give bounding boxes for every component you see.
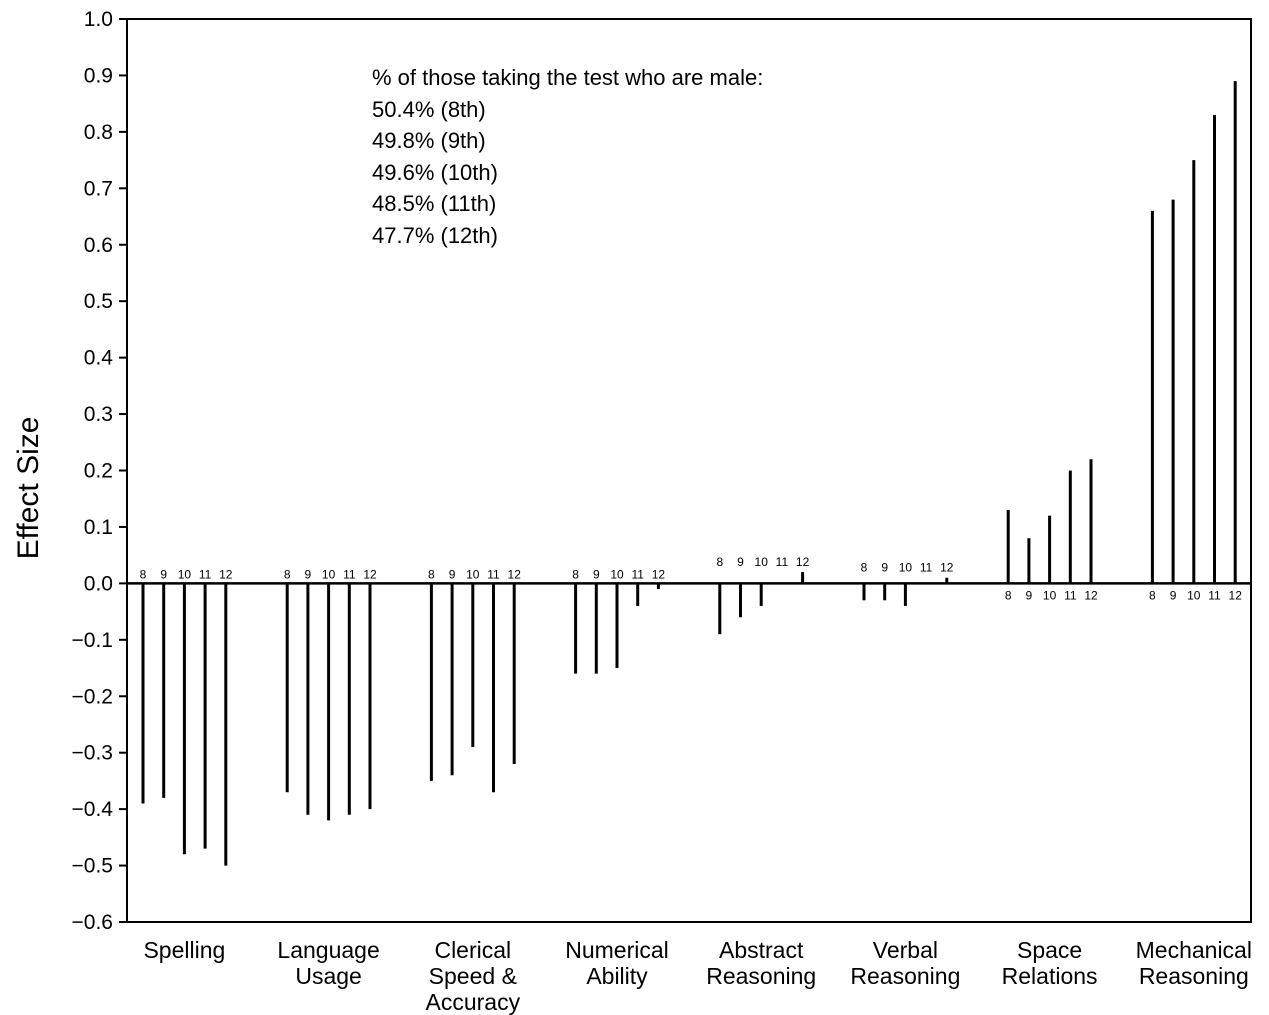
category-label: Reasoning [1139,963,1249,989]
grade-label: 11 [1208,588,1221,602]
grade-label: 8 [1149,588,1156,602]
annotation-line: 49.8% (9th) [372,128,486,153]
grade-label: 9 [449,567,456,581]
category-label: Relations [1002,963,1098,989]
annotation-line: 49.6% (10th) [372,159,498,185]
grade-label: 10 [610,567,624,581]
grade-label: 11 [920,561,933,575]
y-tick-label: −0.2 [72,685,113,708]
grade-label: 8 [861,561,868,575]
y-tick-label: 0.0 [84,572,113,595]
y-tick-label: −0.1 [72,629,113,652]
grade-label: 8 [1005,588,1012,602]
y-tick-label: −0.4 [72,798,114,821]
grade-label: 10 [178,567,192,581]
y-tick-label: 0.6 [84,234,113,257]
category-label: Mechanical [1136,937,1252,963]
y-tick-label: 0.7 [84,177,113,200]
category-label: Accuracy [426,989,521,1015]
grade-label: 10 [1043,588,1057,602]
annotation-box: % of those taking the test who are male:… [372,62,763,251]
category-label: Spelling [143,937,225,963]
grade-label: 12 [1084,588,1098,602]
grade-label: 10 [899,561,913,575]
category-label: Reasoning [850,963,960,989]
y-tick-label: 0.2 [84,460,113,483]
category-label: Numerical [565,937,669,963]
category-label: Language [277,937,379,963]
category-label: Speed & [429,963,517,989]
grade-label: 12 [796,555,810,569]
grade-labels: 8 9 10 11 12 8 9 10 11 12 8 9 10 11 12 8 9 10 11 128 9 10 11 12… [140,555,1243,602]
grade-label: 10 [1187,588,1201,602]
grade-label: 10 [755,555,769,569]
category-label: Clerical [434,937,511,963]
bars [141,81,1237,866]
annotation-line: 50.4% (8th) [372,96,486,122]
y-axis-title: Effect Size [12,417,45,560]
grade-label: 10 [322,567,336,581]
grade-label: 9 [1170,588,1177,602]
y-tick-label: 1.0 [84,8,113,31]
grade-label: 9 [881,561,888,575]
y-axis-ticks: 1.0 0.9 0.8 0.7 0.6 0.5 0.4 0.3 0.2 0.1 0.0 −0.1 −0.… [72,8,127,934]
grade-label: 11 [1064,588,1077,602]
category-label: Abstract [719,937,804,963]
category-label: Usage [295,963,361,989]
category-label: Ability [586,963,648,989]
grade-label: 11 [199,567,212,581]
annotation-line: 47.7% (12th) [372,222,498,248]
grade-label: 9 [593,567,600,581]
y-tick-label: −0.5 [72,855,113,878]
grade-label: 9 [160,567,167,581]
grade-label: 8 [572,567,579,581]
grade-label: 9 [305,567,312,581]
y-tick-label: 0.1 [84,516,113,539]
y-tick-label: −0.6 [72,911,113,934]
grade-label: 8 [140,567,147,581]
grade-label: 11 [487,567,500,581]
grade-label: 12 [1229,588,1243,602]
grade-label: 8 [428,567,435,581]
grade-label: 9 [737,555,744,569]
y-tick-label: 0.9 [84,64,113,87]
grade-label: 9 [1026,588,1033,602]
annotation-heading: % of those taking the test who are male: [372,65,764,90]
category-label: Reasoning [706,963,816,989]
y-tick-label: 0.8 [84,121,113,144]
grade-label: 11 [343,567,356,581]
grade-label: 12 [508,567,522,581]
grade-label: 8 [716,555,723,569]
grade-label: 12 [219,567,233,581]
category-label: Space [1017,937,1082,963]
grade-label: 12 [363,567,377,581]
y-tick-label: 0.5 [84,290,113,313]
grade-label: 11 [631,567,644,581]
grade-label: 10 [466,567,480,581]
grade-label: 12 [652,567,666,581]
grade-label: 12 [940,561,954,575]
plot-frame [126,18,1252,923]
y-tick-label: 0.4 [84,347,114,370]
grade-label: 11 [776,555,789,569]
y-tick-label: −0.3 [72,742,113,765]
y-tick-label: 0.3 [84,403,113,426]
annotation-line: 48.5% (11th) [372,191,497,216]
category-label: Verbal [873,937,938,963]
grade-label: 8 [284,567,291,581]
